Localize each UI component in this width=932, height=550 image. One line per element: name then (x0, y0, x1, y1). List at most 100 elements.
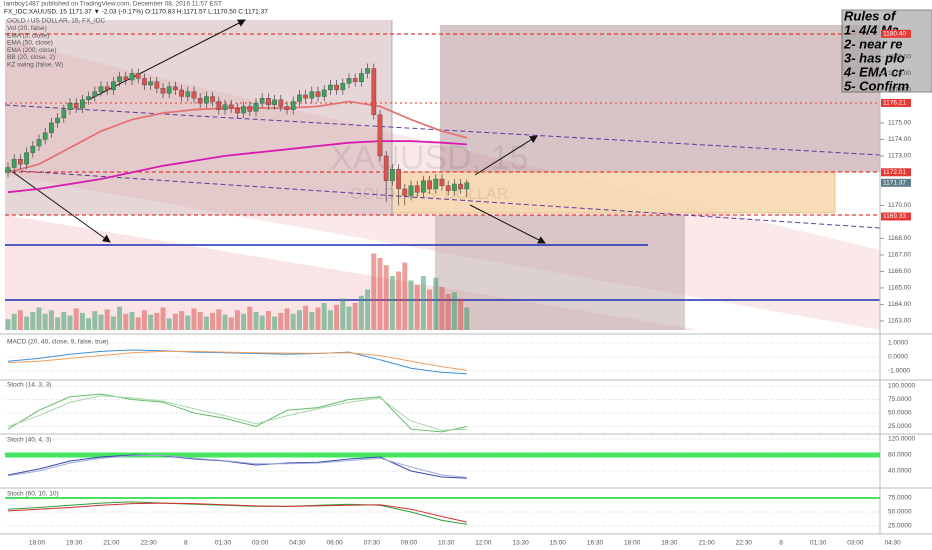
volume-bar (191, 308, 197, 330)
candle-body (247, 106, 253, 112)
volume-bar (420, 276, 426, 330)
volume-bar (284, 308, 290, 330)
price-tag (881, 212, 911, 221)
candle-body (18, 159, 23, 165)
volume-bar (290, 313, 296, 330)
volume-bar (377, 258, 383, 330)
time-label: 06:00 (326, 540, 343, 547)
price-tag (881, 29, 911, 38)
price-tick-label: 1167.00 (888, 252, 911, 259)
volume-bar (321, 303, 327, 330)
time-label: 21:00 (698, 540, 715, 547)
candle-body (5, 167, 11, 173)
candle-body (42, 132, 48, 140)
volume-bar (92, 311, 98, 330)
candle-body (346, 78, 352, 84)
volume-bar (445, 294, 451, 330)
candle-body (284, 106, 290, 110)
indicator-line (7, 395, 467, 431)
candle-body (433, 178, 439, 190)
volume-bar (30, 312, 36, 330)
candle-body (321, 89, 327, 97)
rules-box (841, 9, 932, 93)
volume-bar (433, 277, 439, 330)
candle-body (390, 168, 395, 181)
candle-body (160, 88, 166, 94)
watermark: XAUUSD, 15 (330, 139, 528, 177)
panel-tick-label: 25.0000 (888, 523, 912, 530)
candle-body (179, 89, 184, 97)
candle-body (464, 182, 470, 190)
candle-body (241, 106, 246, 114)
candle-body (166, 86, 172, 94)
arrow (469, 204, 546, 244)
panel-tick-label: 50.0000 (888, 509, 912, 516)
volume-bar (265, 311, 271, 330)
candle-body (216, 101, 222, 110)
time-label: 15:00 (550, 540, 567, 547)
candle-body (55, 117, 60, 124)
candle-body (61, 109, 67, 119)
legend-entry: EMA (200, close) (7, 47, 57, 54)
volume-bar (439, 286, 445, 330)
legend-entry: KZ swing (false, W) (7, 62, 63, 69)
volume-bar (241, 313, 247, 330)
volume-bar (383, 265, 389, 330)
indicator-line (7, 454, 467, 479)
time-label: 21:00 (103, 540, 120, 547)
candle-body (111, 81, 116, 91)
volume-bar (98, 314, 104, 330)
author-line: lamboy1487 published on TradingView.com,… (4, 1, 222, 8)
price-tag-label: 1169.33 (883, 213, 906, 220)
price-tag-label: 1176.21 (883, 100, 906, 107)
candle-body (73, 102, 79, 109)
volume-bar (358, 295, 364, 330)
candle-body (104, 86, 110, 91)
time-label: 18:00 (29, 540, 46, 547)
indicator-line (7, 454, 467, 478)
indicator-line (7, 393, 467, 433)
candle-body (123, 76, 129, 81)
volume-bar (334, 304, 340, 330)
volume-bar (67, 315, 73, 330)
volume-bar (110, 316, 116, 330)
panel-title: Stoch (40, 4, 3) (7, 437, 51, 444)
candle-body (452, 183, 457, 191)
volume-bar (216, 309, 222, 330)
panel-tick-label: 75.0000 (888, 396, 912, 403)
price-tag (881, 168, 911, 177)
price-tick-label: 1163.00 (888, 318, 911, 325)
arrow (474, 135, 538, 176)
volume-bar (141, 310, 147, 330)
indicator-line (7, 350, 467, 371)
candle-body (290, 101, 296, 110)
panel-tick-label: 1.0000 (888, 340, 908, 347)
rule-line: Rules of (844, 8, 897, 23)
volume-bar (458, 298, 464, 330)
volume-bar (5, 319, 11, 330)
volume-bar (135, 317, 141, 330)
candle-body (303, 94, 308, 99)
time-label: 01:30 (215, 540, 232, 547)
price-tag (881, 98, 911, 107)
legend-entry: EMA (5, close) (7, 32, 49, 39)
price-tag-label: 1171.37 (883, 180, 906, 187)
panel-tick-label: 50.0000 (888, 410, 912, 417)
price-tick-label: 1174.00 (888, 136, 911, 143)
volume-bar (309, 312, 315, 330)
rule-line: 4- EMA cr (843, 64, 904, 79)
volume-bar (203, 316, 209, 330)
candle-body (154, 81, 160, 89)
volume-bar (148, 314, 154, 330)
time-label: 22:30 (140, 540, 157, 547)
candle-body (142, 78, 147, 86)
candle-body (222, 104, 228, 110)
ema-line (7, 140, 467, 194)
volume-bar (179, 311, 185, 330)
watermark: GOLD / U.S. DOLLAR (350, 186, 508, 203)
candle-body (334, 84, 339, 91)
volume-bar (408, 280, 414, 330)
price-tick-label: 1177.00 (888, 87, 911, 94)
time-label: 13:30 (512, 540, 529, 547)
volume-bar (17, 310, 23, 330)
